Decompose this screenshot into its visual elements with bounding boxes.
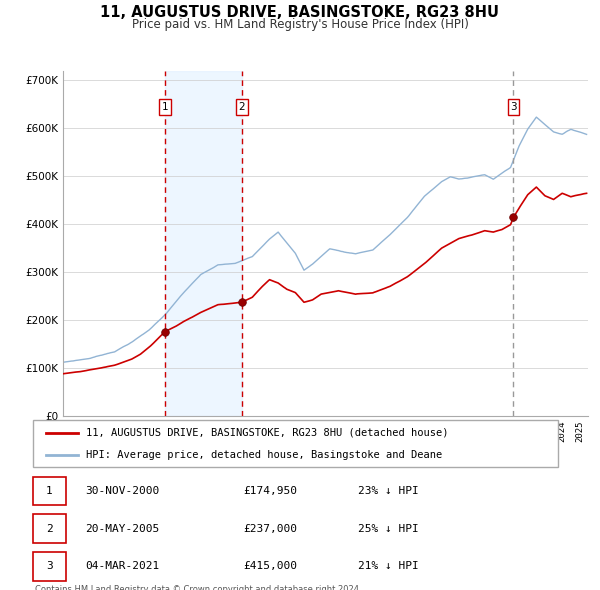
Text: 30-NOV-2000: 30-NOV-2000 — [86, 486, 160, 496]
Text: £237,000: £237,000 — [243, 524, 297, 533]
FancyBboxPatch shape — [33, 420, 558, 467]
Text: 20-MAY-2005: 20-MAY-2005 — [86, 524, 160, 533]
Bar — [165, 71, 242, 416]
Text: 1: 1 — [46, 486, 53, 496]
Text: Contains HM Land Registry data © Crown copyright and database right 2024.: Contains HM Land Registry data © Crown c… — [35, 585, 361, 590]
Text: 23% ↓ HPI: 23% ↓ HPI — [359, 486, 419, 496]
Text: 11, AUGUSTUS DRIVE, BASINGSTOKE, RG23 8HU (detached house): 11, AUGUSTUS DRIVE, BASINGSTOKE, RG23 8H… — [86, 428, 448, 438]
Text: 2: 2 — [46, 524, 53, 533]
Text: 25% ↓ HPI: 25% ↓ HPI — [359, 524, 419, 533]
Text: 2: 2 — [238, 102, 245, 112]
Text: HPI: Average price, detached house, Basingstoke and Deane: HPI: Average price, detached house, Basi… — [86, 450, 442, 460]
Text: £174,950: £174,950 — [243, 486, 297, 496]
Text: 1: 1 — [161, 102, 168, 112]
FancyBboxPatch shape — [33, 552, 65, 581]
Text: £415,000: £415,000 — [243, 562, 297, 571]
Text: 3: 3 — [46, 562, 53, 571]
Text: Price paid vs. HM Land Registry's House Price Index (HPI): Price paid vs. HM Land Registry's House … — [131, 18, 469, 31]
Text: 11, AUGUSTUS DRIVE, BASINGSTOKE, RG23 8HU: 11, AUGUSTUS DRIVE, BASINGSTOKE, RG23 8H… — [101, 5, 499, 19]
Text: 04-MAR-2021: 04-MAR-2021 — [86, 562, 160, 571]
FancyBboxPatch shape — [33, 477, 65, 505]
Text: 3: 3 — [510, 102, 517, 112]
Text: 21% ↓ HPI: 21% ↓ HPI — [359, 562, 419, 571]
FancyBboxPatch shape — [33, 514, 65, 543]
